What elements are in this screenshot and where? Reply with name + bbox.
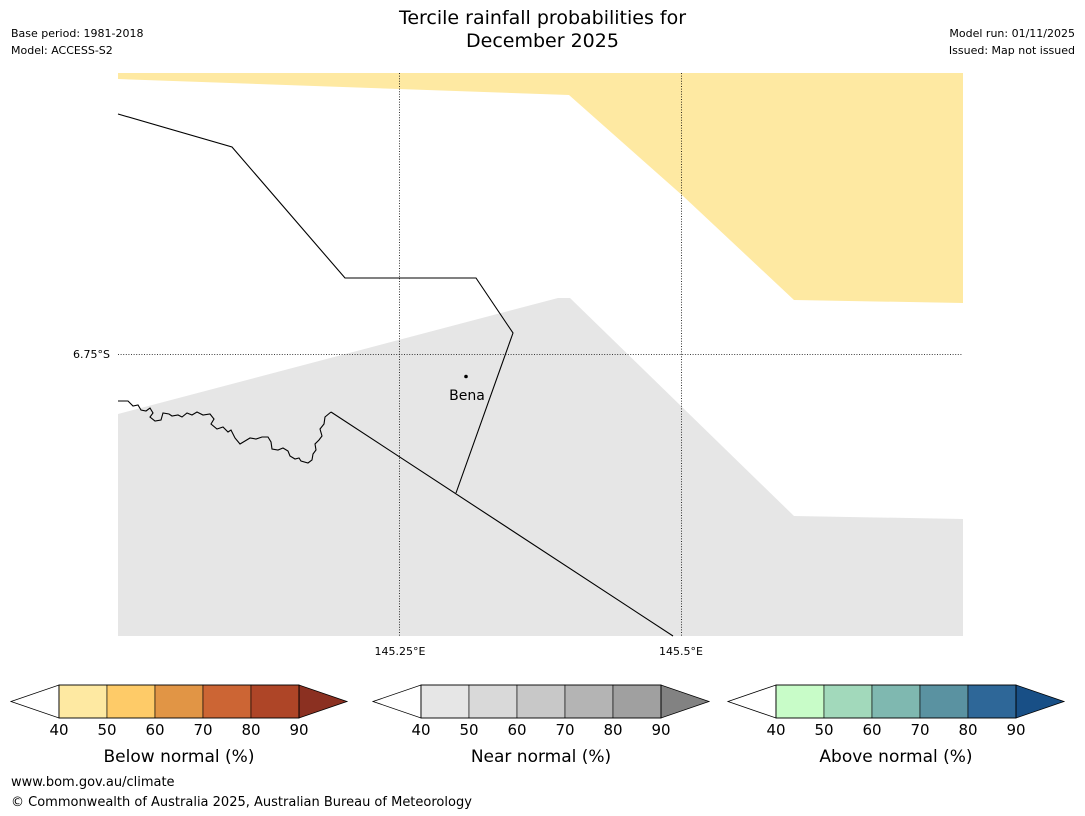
legend-swatch: [775, 684, 825, 719]
chart-title: Tercile rainfall probabilities for Decem…: [398, 7, 687, 52]
below-normal-region: [118, 73, 963, 303]
legend-tick-label: 50: [814, 721, 833, 739]
footer-url: www.bom.gov.au/climate: [11, 775, 175, 790]
legend-tick-label: 80: [603, 721, 622, 739]
legend-tick-label: 50: [459, 721, 478, 739]
issued-text: Issued: Map not issued: [948, 44, 1075, 57]
legend-swatch: [468, 684, 518, 719]
legend-tick-label: 90: [651, 721, 670, 739]
meta-right: Model run: 01/11/2025 Issued: Map not is…: [949, 25, 1075, 59]
province-border: [330, 411, 674, 637]
legend-swatch: [823, 684, 873, 719]
legend-outline: [58, 684, 300, 719]
model-run-text: Model run: 01/11/2025: [949, 27, 1075, 40]
legend-tick-label: 40: [49, 721, 68, 739]
latitude-label: 6.75°S: [73, 348, 110, 361]
legend-swatch: [871, 684, 921, 719]
legend-outline: [775, 684, 1017, 719]
legend-swatch: [967, 684, 1017, 719]
footer-copyright: © Commonwealth of Australia 2025, Austra…: [11, 795, 472, 810]
legend-title: Above normal (%): [819, 747, 972, 767]
map: Bena 6.75°S 145.25°E 145.5°E: [73, 73, 963, 658]
legend-extend-low: [9, 684, 60, 719]
province-border: [117, 113, 514, 494]
legend-tick-label: 80: [958, 721, 977, 739]
legend-swatch: [919, 684, 969, 719]
legend-swatch: [612, 684, 662, 719]
legend-tick-label: 90: [289, 721, 308, 739]
legend-tick-label: 60: [862, 721, 881, 739]
legend-title: Below normal (%): [104, 747, 255, 767]
legend-extend-high: [1015, 684, 1066, 719]
legend-tick-label: 40: [766, 721, 785, 739]
legend-swatch: [154, 684, 204, 719]
legend-tick-label: 40: [411, 721, 430, 739]
bena-marker: [464, 374, 468, 379]
legend-outline: [420, 684, 662, 719]
legend-extend-high: [298, 684, 349, 719]
near-normal-region: [118, 298, 963, 636]
legend-extend-high: [660, 684, 711, 719]
legend-extend-low: [726, 684, 777, 719]
model-text: Model: ACCESS-S2: [11, 44, 113, 57]
legend-swatch: [250, 684, 300, 719]
river-border: [118, 400, 332, 464]
legend-tick-label: 80: [241, 721, 260, 739]
legend-above-normal: 40 50 60 70 80 90 Above normal (%): [726, 684, 1066, 767]
legend-swatch: [58, 684, 108, 719]
legend-tick-label: 60: [145, 721, 164, 739]
legend-tick-label: 70: [193, 721, 212, 739]
legend-swatch: [564, 684, 614, 719]
legend-tick-label: 70: [910, 721, 929, 739]
legend-swatch: [516, 684, 566, 719]
legend-swatch: [106, 684, 156, 719]
legend-tick-label: 70: [555, 721, 574, 739]
legend-tick-label: 60: [507, 721, 526, 739]
longitude-label-2: 145.5°E: [659, 645, 703, 658]
legend-near-normal: 40 50 60 70 80 90 Near normal (%): [371, 684, 711, 767]
meta-left: Base period: 1981-2018 Model: ACCESS-S2: [11, 25, 143, 59]
legend-swatch: [202, 684, 252, 719]
legend-extend-low: [371, 684, 422, 719]
legend-title: Near normal (%): [471, 747, 611, 767]
base-period-text: Base period: 1981-2018: [11, 27, 144, 40]
bena-label: Bena: [449, 388, 485, 404]
legend-swatch: [420, 684, 470, 719]
longitude-label-1: 145.25°E: [375, 645, 426, 658]
legend-below-normal: 40 50 60 70 80 90 Below normal (%): [9, 684, 349, 767]
legend-tick-label: 90: [1006, 721, 1025, 739]
legend-tick-label: 50: [97, 721, 116, 739]
